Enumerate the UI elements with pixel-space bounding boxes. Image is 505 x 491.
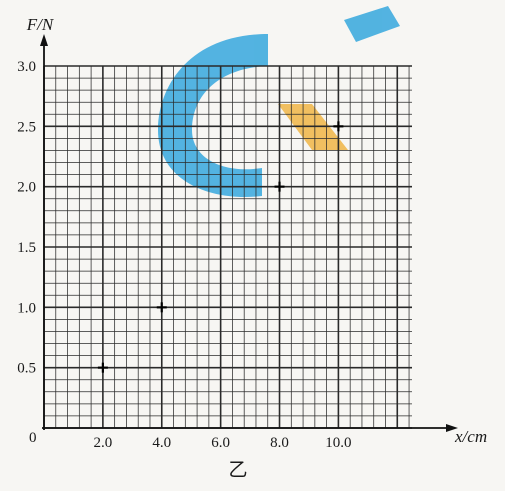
data-point: [333, 121, 344, 132]
watermark-blue-tile: [344, 6, 400, 42]
x-axis-label: x/cm: [454, 427, 487, 446]
data-points: [97, 121, 344, 373]
origin-label: 0: [29, 430, 37, 446]
y-tick-label: 0.5: [17, 361, 36, 377]
y-tick-label: 1.5: [17, 240, 36, 256]
x-tick-label: 4.0: [152, 435, 171, 451]
x-tick-label: 2.0: [94, 435, 113, 451]
y-tick-label: 3.0: [17, 59, 36, 75]
x-axis-arrow: [446, 424, 458, 432]
watermark-blue-arc: [158, 34, 268, 198]
data-point: [274, 181, 285, 192]
x-tick-label: 10.0: [325, 435, 351, 451]
figure-caption: 乙: [228, 460, 247, 481]
y-axis-label: F/N: [26, 15, 55, 34]
y-tick-label: 2.0: [17, 180, 36, 196]
x-tick-label: 6.0: [211, 435, 230, 451]
axes: [40, 34, 458, 432]
y-axis-arrow: [40, 34, 48, 46]
y-tick-label: 2.5: [17, 119, 36, 135]
y-tick-label: 1.0: [17, 300, 36, 316]
x-tick-label: 8.0: [270, 435, 289, 451]
tick-labels: 2.0 4.0 6.0 8.0 10.0 0.5 1.0 1.5 2.0 2.5 3.0: [17, 59, 351, 451]
data-point: [97, 362, 108, 373]
grid: [43, 65, 412, 429]
data-point: [156, 302, 167, 313]
